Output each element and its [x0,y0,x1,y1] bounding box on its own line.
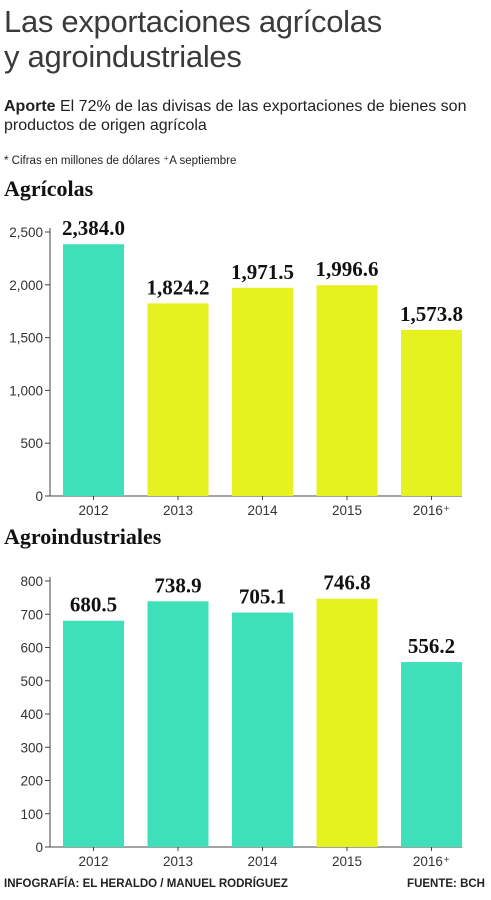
chart-title-agroindustriales: Agroindustriales [4,524,162,549]
y-tick-label: 300 [20,740,43,755]
footer-credit: INFOGRAFÍA: EL HERALDO / MANUEL RODRÍGUE… [4,878,288,890]
lead-text: El 72% de las divisas de las exportacion… [4,98,467,134]
bar [147,303,209,496]
data-label: 1,996.6 [316,257,379,281]
lead-bold: Aporte [4,98,56,115]
data-label: 680.5 [70,593,117,617]
units-note: * Cifras en millones de dólares ⁺A septi… [4,155,237,167]
data-label: 2,384.0 [62,216,125,240]
y-tick-label: 0 [35,840,43,855]
bar [401,662,462,847]
y-tick-label: 200 [20,774,43,789]
y-tick-label: 1,000 [9,383,43,398]
bar [232,287,293,496]
data-label: 1,824.2 [147,275,210,299]
y-tick-label: 500 [20,674,43,689]
bar [401,329,462,496]
x-tick-label: 2012 [78,503,108,518]
page-title: Las exportaciones agrícolas y agroindust… [4,4,484,74]
y-tick-label: 100 [20,807,43,822]
x-tick-label: 2013 [163,854,193,869]
footer-source: FUENTE: BCH [407,878,485,890]
x-tick-label: 2016⁺ [413,503,450,518]
y-tick-label: 2,000 [9,278,43,293]
x-tick-label: 2012 [78,854,108,869]
title-line-2: y agroindustriales [4,39,242,74]
bar [232,612,293,847]
y-tick-label: 0 [35,489,43,504]
x-tick-label: 2013 [163,503,193,518]
bar [63,620,124,847]
x-tick-label: 2014 [247,503,278,518]
title-line-1: Las exportaciones agrícolas [4,4,382,39]
y-tick-label: 800 [20,574,43,589]
y-tick-label: 700 [20,607,43,622]
x-tick-label: 2015 [332,854,362,869]
data-label: 1,971.5 [231,260,294,284]
bar [316,285,378,496]
y-tick-label: 1,500 [9,331,43,346]
lead-paragraph: Aporte El 72% de las divisas de las expo… [4,97,488,135]
data-label: 1,573.8 [400,302,463,326]
x-tick-label: 2015 [332,503,362,518]
bar [63,244,124,496]
data-label: 738.9 [154,573,201,597]
bar [316,598,378,847]
data-label: 705.1 [239,585,286,609]
data-label: 556.2 [408,634,455,658]
y-tick-label: 500 [20,436,43,451]
y-tick-label: 2,500 [9,225,43,240]
y-tick-label: 400 [20,707,43,722]
chart-title-agricolas: Agrícolas [4,176,94,201]
y-tick-label: 600 [20,641,43,656]
bar [147,601,209,847]
data-label: 746.8 [323,571,370,595]
x-tick-label: 2014 [247,854,278,869]
x-tick-label: 2016⁺ [413,854,450,869]
